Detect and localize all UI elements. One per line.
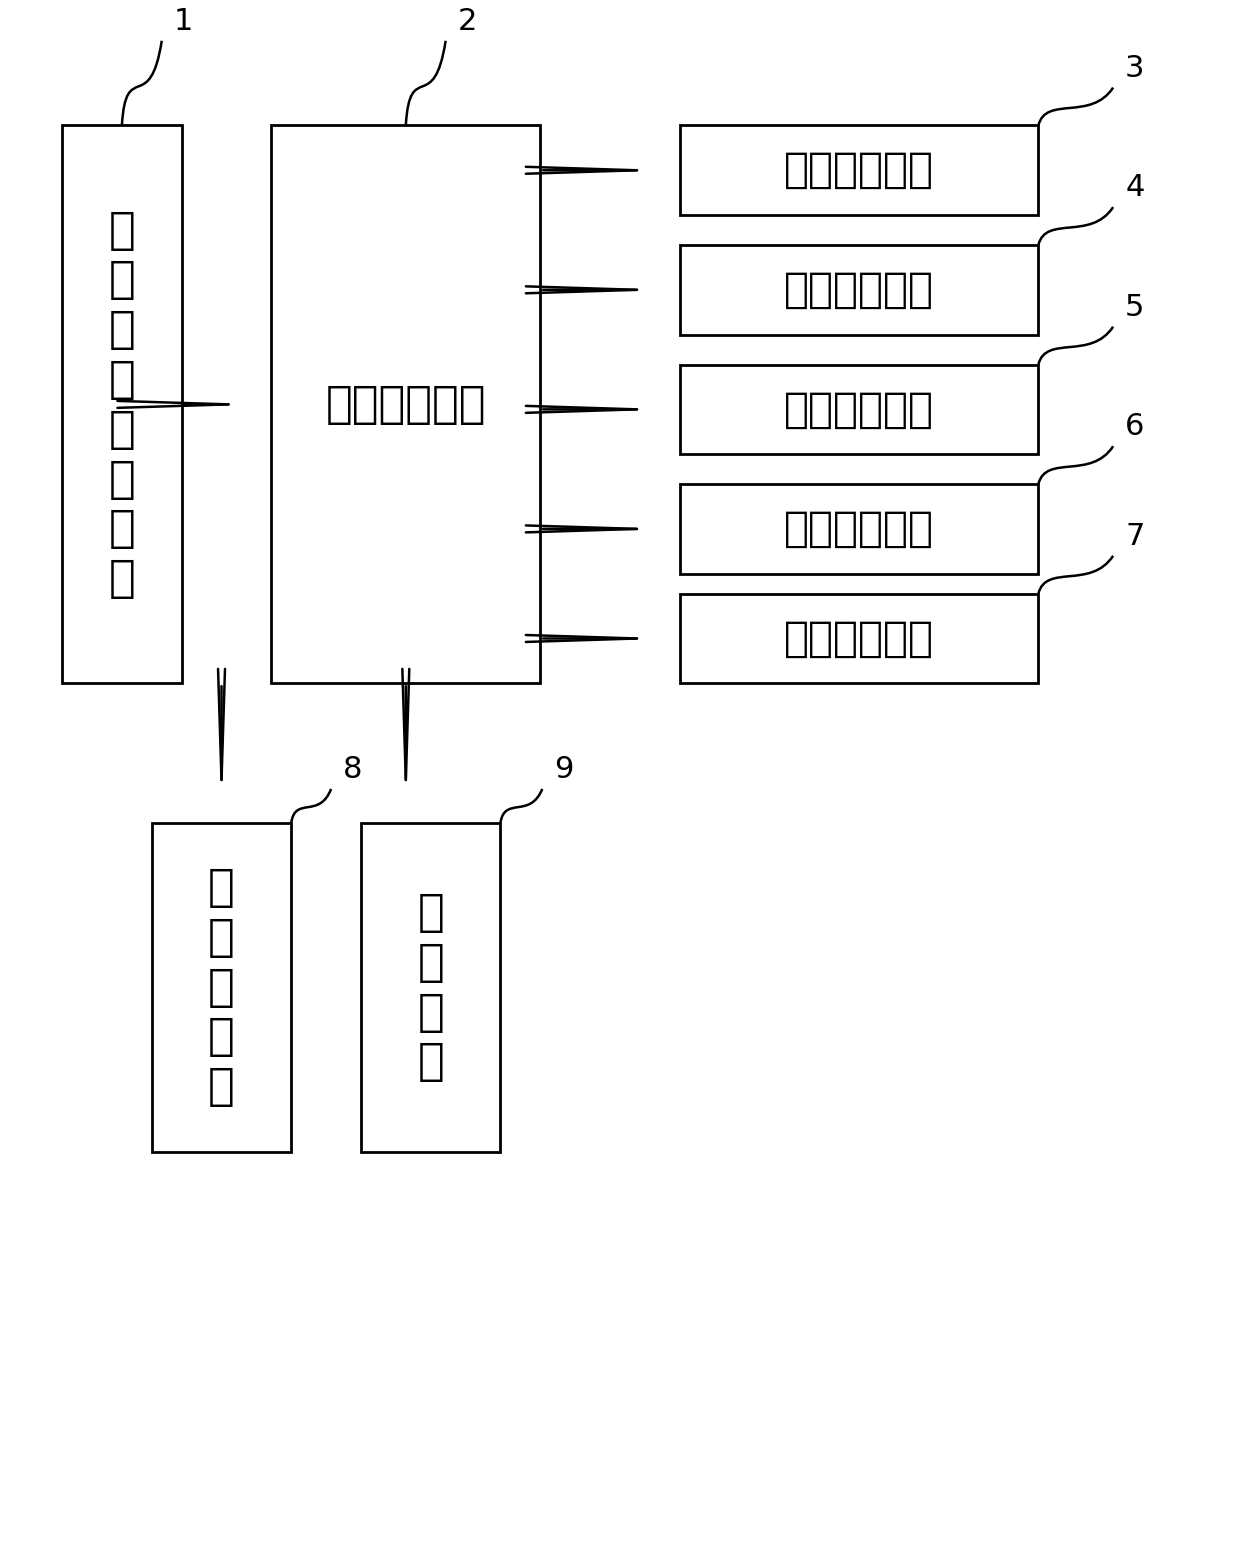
Text: 9: 9 bbox=[554, 755, 574, 783]
Bar bbox=[680, 246, 1038, 334]
Text: 云
服
务
模
块: 云 服 务 模 块 bbox=[208, 866, 234, 1108]
Text: 纵
剪
数
据
采
集
模
块: 纵 剪 数 据 采 集 模 块 bbox=[109, 208, 135, 600]
Bar bbox=[62, 126, 182, 684]
Bar bbox=[680, 365, 1038, 454]
Text: 6: 6 bbox=[1125, 412, 1145, 441]
Text: 5: 5 bbox=[1125, 292, 1145, 322]
Text: 中央控制模块: 中央控制模块 bbox=[326, 382, 486, 426]
Text: 纵剪调整模块: 纵剪调整模块 bbox=[784, 269, 934, 311]
Bar bbox=[680, 126, 1038, 214]
Text: 2: 2 bbox=[458, 6, 477, 36]
Text: 数据对比模块: 数据对比模块 bbox=[784, 149, 934, 191]
Bar bbox=[680, 485, 1038, 573]
Text: 8: 8 bbox=[343, 755, 362, 783]
Bar bbox=[361, 822, 501, 1152]
Bar bbox=[151, 822, 291, 1152]
Text: 1: 1 bbox=[174, 6, 193, 36]
Text: 张力控制模块: 张力控制模块 bbox=[784, 508, 934, 550]
Text: 7: 7 bbox=[1125, 522, 1145, 550]
Text: 质量评估模块: 质量评估模块 bbox=[784, 617, 934, 659]
Text: 厚度控制模块: 厚度控制模块 bbox=[784, 388, 934, 430]
Text: 3: 3 bbox=[1125, 53, 1145, 82]
Text: 4: 4 bbox=[1125, 172, 1145, 202]
Text: 显
示
模
块: 显 示 模 块 bbox=[418, 890, 444, 1083]
Bar bbox=[680, 594, 1038, 684]
Bar bbox=[272, 126, 541, 684]
